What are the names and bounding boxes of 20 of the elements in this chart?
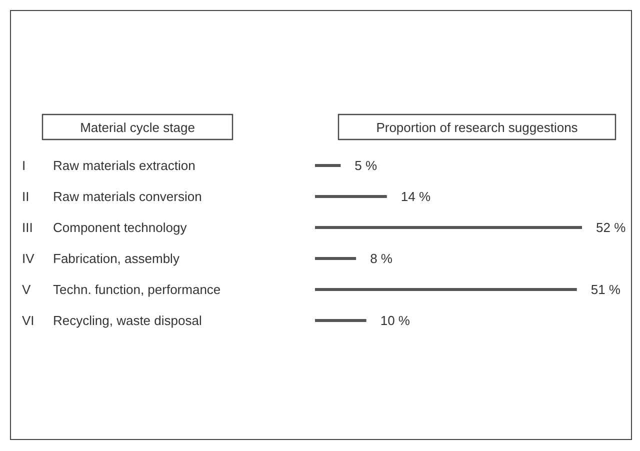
text: Material cycle stage <box>80 120 195 135</box>
x-axis-title: Proportion of research suggestions <box>376 120 578 135</box>
bar <box>315 257 356 260</box>
bar <box>315 226 582 229</box>
bar <box>315 319 366 322</box>
category-label: II Raw materials conversion <box>22 189 202 204</box>
data-label: 51 % <box>590 282 621 297</box>
category-label: V Techn. function, performance <box>22 282 221 297</box>
data-label: 10 % <box>380 313 410 328</box>
data-label: 5 % <box>354 158 378 173</box>
bar <box>315 164 341 167</box>
data-label: 14 % <box>400 189 431 204</box>
data-label: 52 % <box>596 220 626 235</box>
category-label: IV Fabrication, assembly <box>22 251 180 266</box>
category-label: I Raw materials extraction <box>22 158 196 173</box>
bar <box>315 288 577 291</box>
category-label: III Component technology <box>22 220 187 235</box>
bar <box>315 195 387 198</box>
data-label: 8 % <box>370 251 393 266</box>
category-label: VI Recycling, waste disposal <box>22 313 202 328</box>
